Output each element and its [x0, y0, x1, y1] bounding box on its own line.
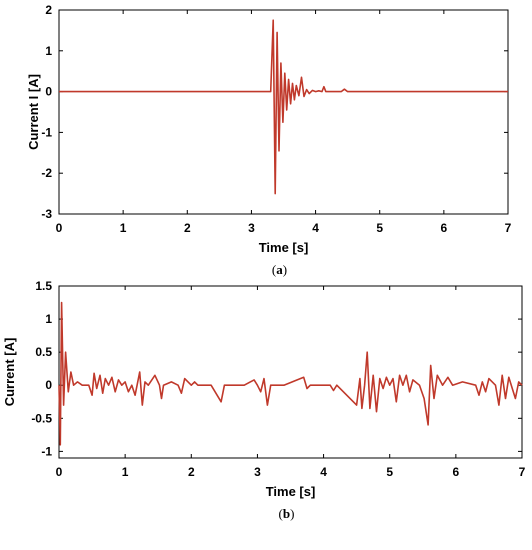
- y-tick-label: -3: [41, 207, 52, 221]
- y-tick-label: 0: [45, 378, 52, 392]
- x-tick-label: 1: [122, 465, 129, 479]
- chart-panel-b: 0 1 2 3 4 5 6 7 -1 -0.5 0 0.5 1 1.5 Time [s] Current [A…: [2, 279, 526, 521]
- series-line-a: [59, 19, 508, 195]
- x-tick-label: 0: [56, 465, 63, 479]
- plot-frame-b: [58, 285, 523, 459]
- y-tick-label: -1: [41, 444, 52, 458]
- x-tick-label: 5: [386, 465, 393, 479]
- x-tick-label: 2: [188, 465, 195, 479]
- y-tick-label: 1.5: [35, 279, 52, 293]
- plot-frame-a: [58, 9, 509, 215]
- panel-caption-b: (b): [279, 506, 295, 521]
- y-tick-label: 2: [45, 3, 52, 17]
- x-axis-label: Time [s]: [266, 484, 316, 499]
- x-tick-label: 7: [519, 465, 526, 479]
- y-tick-label: -0.5: [31, 411, 52, 425]
- x-tick-label: 3: [254, 465, 261, 479]
- series-line-b: [58, 301, 523, 446]
- panel-caption-a: (a): [272, 262, 287, 277]
- y-axis-label: Current I [A]: [26, 74, 41, 150]
- y-tick-label: -1: [41, 125, 52, 139]
- y-tick-label: 0: [45, 85, 52, 99]
- x-tick-label: 5: [376, 221, 383, 235]
- x-tick-label: 6: [441, 221, 448, 235]
- y-axis-label: Current [A]: [2, 338, 17, 407]
- y-tick-label: 1: [45, 44, 52, 58]
- x-tick-label: 1: [120, 221, 127, 235]
- x-tick-label: 7: [505, 221, 512, 235]
- chart-panel-a: 0 1 2 3 4 5 6 7 -3 -2 -1 0 1 2 Time [s] Current I [A] (a…: [26, 3, 512, 277]
- y-tick-label: 0.5: [35, 345, 52, 359]
- x-tick-label: 4: [312, 221, 319, 235]
- x-axis-label: Time [s]: [259, 240, 309, 255]
- y-tick-label: -2: [41, 166, 52, 180]
- x-tick-label: 2: [184, 221, 191, 235]
- x-tick-label: 6: [453, 465, 460, 479]
- x-tick-label: 0: [56, 221, 63, 235]
- x-tick-label: 3: [248, 221, 255, 235]
- y-tick-label: 1: [45, 312, 52, 326]
- x-tick-label: 4: [320, 465, 327, 479]
